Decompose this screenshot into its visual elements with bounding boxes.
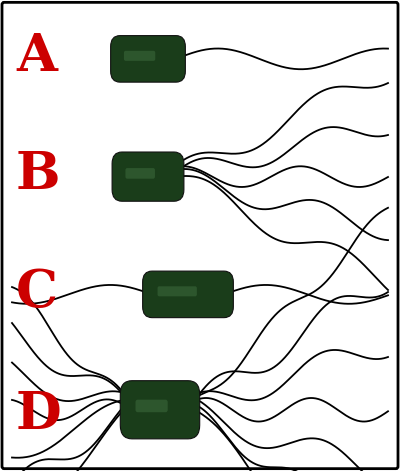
FancyBboxPatch shape — [158, 286, 197, 296]
FancyBboxPatch shape — [120, 381, 200, 439]
Text: A: A — [16, 31, 57, 82]
Text: D: D — [16, 389, 62, 440]
Text: B: B — [16, 149, 60, 200]
FancyBboxPatch shape — [111, 36, 185, 82]
FancyBboxPatch shape — [126, 168, 155, 179]
Text: C: C — [16, 267, 58, 317]
FancyBboxPatch shape — [136, 400, 168, 412]
FancyBboxPatch shape — [143, 271, 233, 317]
FancyBboxPatch shape — [112, 152, 184, 201]
FancyBboxPatch shape — [124, 51, 155, 61]
